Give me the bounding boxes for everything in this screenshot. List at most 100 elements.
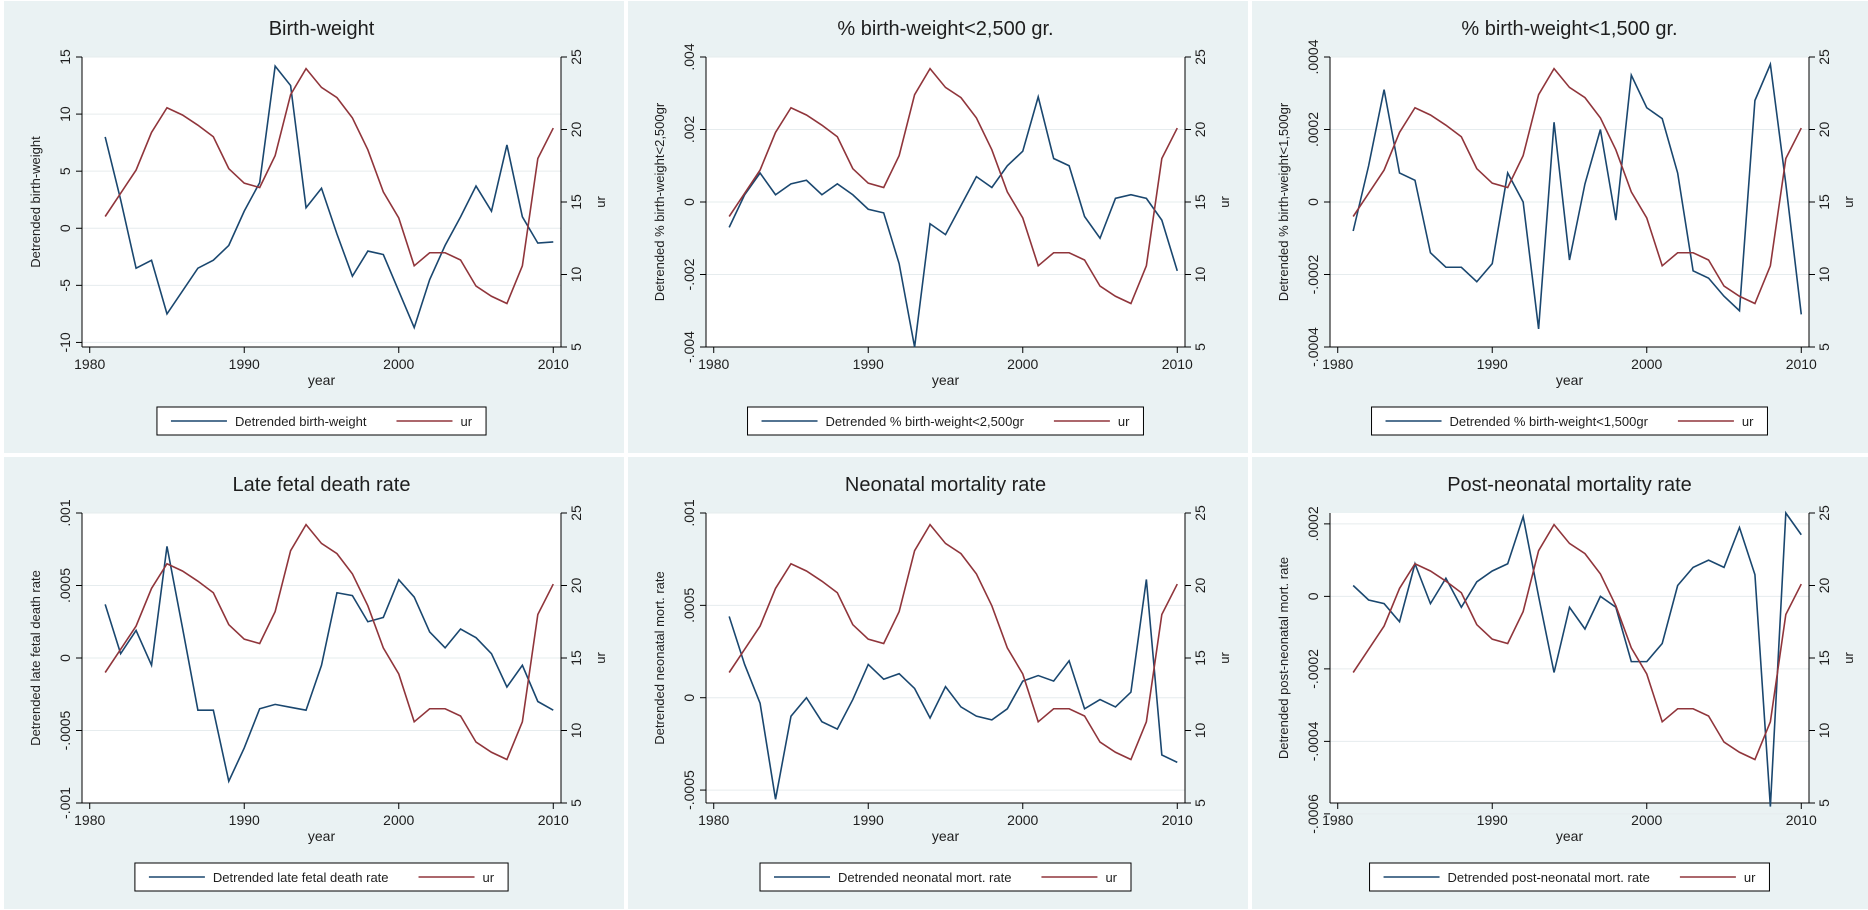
- legend-label: ur: [1744, 870, 1756, 885]
- x-tick-label: 2000: [383, 356, 414, 372]
- x-tick-label: 1980: [698, 356, 729, 372]
- legend: Detrended % birth-weight<2,500gr ur: [747, 406, 1144, 436]
- y2-tick-label: 20: [1816, 578, 1832, 594]
- y2-tick-label: 15: [1192, 650, 1208, 666]
- legend-label: Detrended neonatal mort. rate: [838, 870, 1011, 885]
- series-line: [1352, 61, 1803, 329]
- y-tick-label: -.0005: [681, 770, 697, 810]
- series-line: [1352, 523, 1802, 761]
- y-axis-label: Detrended % birth-weight<2,500gr: [652, 102, 667, 301]
- y-tick-label: -10: [57, 332, 73, 352]
- y-tick-label: -.0004: [1305, 721, 1321, 761]
- y-tick-label: .0005: [57, 568, 73, 603]
- legend: Detrended % birth-weight<1,500gr ur: [1371, 406, 1768, 436]
- y-axis-label: Detrended post-neonatal mort. rate: [1276, 557, 1291, 759]
- chart-title: % birth-weight<1,500 gr.: [1461, 18, 1677, 40]
- y-tick-label: -.0002: [1305, 254, 1321, 294]
- series-line: [728, 93, 1179, 348]
- y-axis-label: Detrended late fetal death rate: [28, 570, 43, 746]
- x-tick-label: 2010: [1162, 356, 1193, 372]
- y-tick-label: -.0006: [1305, 794, 1321, 834]
- y2-tick-label: 5: [1192, 343, 1208, 351]
- x-tick-label: 1980: [74, 812, 105, 828]
- x-tick-label: 2010: [1786, 356, 1817, 372]
- y2-axis-label: ur: [1217, 652, 1232, 664]
- y-tick-label: .002: [681, 116, 697, 143]
- y-tick-label: -.004: [681, 331, 697, 363]
- chart-title: % birth-weight<2,500 gr.: [837, 18, 1053, 40]
- series-line: [728, 523, 1178, 761]
- y-tick-label: .0002: [1305, 112, 1321, 147]
- chart-panel: Late fetal death rate .001 .0005 0 -.0005 -.0…: [4, 457, 624, 909]
- chart-panel: Birth-weight 15 10 5 0 -5 -10 25 20 15 10 5 1980 1990…: [4, 1, 624, 453]
- legend: Detrended neonatal mort. rate ur: [759, 862, 1132, 892]
- y-tick-label: .0005: [681, 588, 697, 623]
- y-tick-label: 10: [57, 106, 73, 122]
- legend: Detrended late fetal death rate ur: [134, 862, 509, 892]
- y-tick-label: -5: [57, 279, 73, 292]
- x-tick-label: 1990: [853, 812, 884, 828]
- x-axis-label: year: [932, 828, 960, 844]
- chart-panel: % birth-weight<1,500 gr. .0004 .0002 0 -.000…: [1252, 1, 1868, 453]
- y2-tick-label: 10: [568, 723, 584, 739]
- y2-tick-label: 20: [568, 122, 584, 138]
- y-tick-label: 0: [681, 198, 697, 206]
- chart-title: Late fetal death rate: [233, 474, 411, 496]
- x-tick-label: 1990: [853, 356, 884, 372]
- y2-axis-label: ur: [1841, 652, 1856, 664]
- legend-label: ur: [1742, 414, 1754, 429]
- y2-tick-label: 15: [1816, 650, 1832, 666]
- y-tick-label: -.001: [57, 787, 73, 819]
- y2-tick-label: 15: [568, 194, 584, 210]
- series-line: [728, 67, 1178, 305]
- x-tick-label: 2000: [1631, 812, 1662, 828]
- y-tick-label: 0: [57, 654, 73, 662]
- legend-label: ur: [1118, 414, 1130, 429]
- y-tick-label: .004: [681, 43, 697, 70]
- y-tick-label: -.0005: [57, 710, 73, 750]
- y2-tick-label: 5: [568, 343, 584, 351]
- x-tick-label: 1980: [1322, 812, 1353, 828]
- x-tick-label: 1990: [1477, 356, 1508, 372]
- y2-tick-label: 5: [1816, 799, 1832, 807]
- legend-label: ur: [483, 870, 495, 885]
- y2-tick-label: 5: [1192, 799, 1208, 807]
- x-tick-label: 2000: [1007, 356, 1038, 372]
- y2-axis-label: ur: [593, 196, 608, 208]
- x-tick-label: 1990: [1477, 812, 1508, 828]
- x-tick-label: 1990: [229, 812, 260, 828]
- legend-label: Detrended % birth-weight<2,500gr: [826, 414, 1025, 429]
- y-tick-label: 5: [57, 167, 73, 175]
- y2-tick-label: 15: [1816, 194, 1832, 210]
- x-axis-label: year: [1556, 828, 1584, 844]
- plot-region: [706, 513, 1185, 803]
- y2-axis-label: ur: [593, 652, 608, 664]
- x-tick-label: 2010: [538, 356, 569, 372]
- y2-tick-label: 25: [1192, 505, 1208, 521]
- y2-tick-label: 25: [568, 49, 584, 65]
- x-axis-label: year: [308, 372, 336, 388]
- chart-title: Neonatal mortality rate: [845, 474, 1046, 496]
- series-line: [1352, 67, 1802, 305]
- y-tick-label: -.002: [681, 258, 697, 290]
- y-tick-label: .0002: [1305, 506, 1321, 541]
- y-tick-label: .001: [57, 499, 73, 526]
- y2-tick-label: 15: [568, 650, 584, 666]
- y2-tick-label: 25: [1192, 49, 1208, 65]
- plot-region: [82, 57, 561, 347]
- y-tick-label: 0: [681, 694, 697, 702]
- x-tick-label: 2000: [1007, 812, 1038, 828]
- y-axis-label: Detrended % birth-weight<1,500gr: [1276, 102, 1291, 301]
- legend-label: Detrended % birth-weight<1,500gr: [1450, 414, 1649, 429]
- series-line: [104, 546, 554, 784]
- y2-tick-label: 25: [568, 505, 584, 521]
- y-tick-label: 15: [57, 49, 73, 65]
- y2-tick-label: 20: [1816, 122, 1832, 138]
- y2-tick-label: 25: [1816, 49, 1832, 65]
- y-tick-label: 0: [1305, 592, 1321, 600]
- legend-label: Detrended post-neonatal mort. rate: [1448, 870, 1650, 885]
- x-tick-label: 1990: [229, 356, 260, 372]
- y2-axis-label: ur: [1841, 196, 1856, 208]
- y2-tick-label: 10: [1816, 267, 1832, 283]
- y-tick-label: .001: [681, 499, 697, 526]
